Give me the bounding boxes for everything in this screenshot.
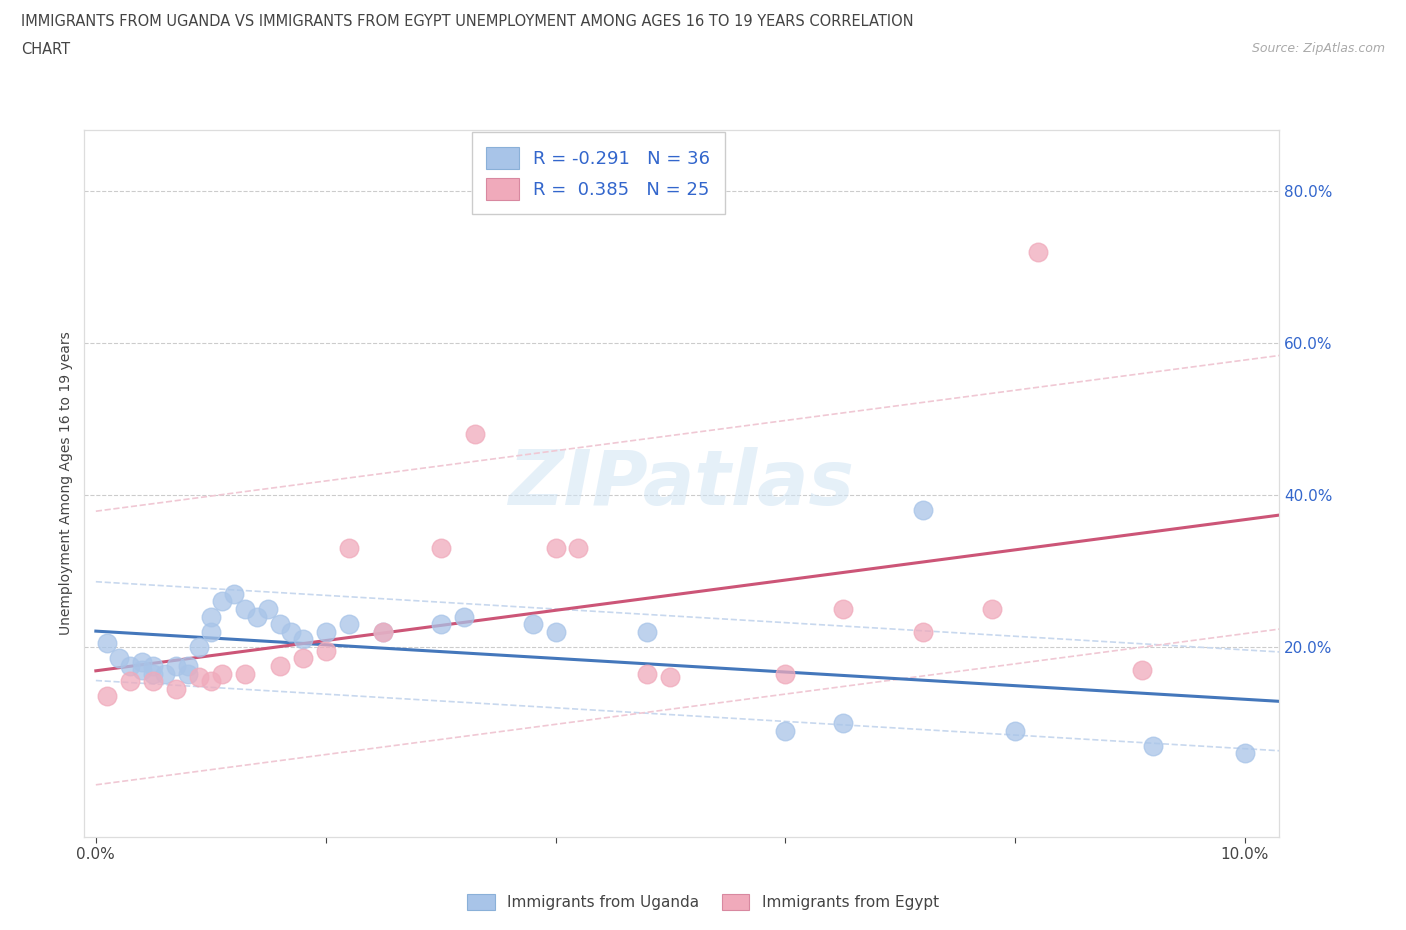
Point: [544, 540, 567, 555]
Point: [200, 624, 222, 639]
Point: [211, 666, 233, 681]
Point: [1004, 724, 1026, 738]
Point: [131, 662, 153, 677]
Point: [177, 666, 200, 681]
Point: [108, 651, 131, 666]
Point: [636, 666, 658, 681]
Point: [522, 617, 544, 631]
Point: [659, 670, 682, 684]
Point: [429, 617, 451, 631]
Point: [120, 673, 142, 688]
Point: [96, 689, 118, 704]
Legend: Immigrants from Uganda, Immigrants from Egypt: Immigrants from Uganda, Immigrants from …: [460, 886, 946, 918]
Point: [246, 609, 269, 624]
Point: [233, 666, 256, 681]
Point: [280, 624, 302, 639]
Point: [912, 624, 935, 639]
Point: [153, 666, 176, 681]
Point: [188, 640, 211, 655]
Point: [453, 609, 475, 624]
Point: [165, 682, 187, 697]
Point: [315, 624, 337, 639]
Point: [636, 624, 658, 639]
Point: [429, 540, 451, 555]
Point: [912, 503, 935, 518]
Point: [165, 658, 187, 673]
Point: [981, 602, 1004, 617]
Point: [269, 658, 291, 673]
Point: [200, 673, 222, 688]
Point: [371, 624, 394, 639]
Point: [1026, 245, 1049, 259]
Y-axis label: Unemployment Among Ages 16 to 19 years: Unemployment Among Ages 16 to 19 years: [59, 332, 73, 635]
Text: IMMIGRANTS FROM UGANDA VS IMMIGRANTS FROM EGYPT UNEMPLOYMENT AMONG AGES 16 TO 19: IMMIGRANTS FROM UGANDA VS IMMIGRANTS FRO…: [21, 14, 914, 29]
Point: [831, 602, 853, 617]
Point: [371, 624, 394, 639]
Point: [96, 636, 118, 651]
Point: [200, 609, 222, 624]
Point: [337, 617, 360, 631]
Point: [142, 666, 165, 681]
Point: [142, 658, 165, 673]
Point: [131, 655, 153, 670]
Point: [120, 658, 142, 673]
Point: [269, 617, 291, 631]
Point: [188, 670, 211, 684]
Point: [464, 427, 486, 442]
Point: [1142, 738, 1164, 753]
Point: [211, 594, 233, 609]
Point: [233, 602, 256, 617]
Point: [567, 540, 589, 555]
Point: [222, 586, 245, 601]
Point: [177, 658, 200, 673]
Point: [775, 724, 797, 738]
Point: [1130, 662, 1153, 677]
Point: [142, 673, 165, 688]
Text: CHART: CHART: [21, 42, 70, 57]
Text: ZIPatlas: ZIPatlas: [509, 446, 855, 521]
Point: [831, 715, 853, 730]
Point: [315, 644, 337, 658]
Legend: R = -0.291   N = 36, R =  0.385   N = 25: R = -0.291 N = 36, R = 0.385 N = 25: [472, 132, 724, 214]
Point: [775, 666, 797, 681]
Point: [257, 602, 280, 617]
Point: [291, 632, 314, 647]
Text: Source: ZipAtlas.com: Source: ZipAtlas.com: [1251, 42, 1385, 55]
Point: [544, 624, 567, 639]
Point: [337, 540, 360, 555]
Point: [1233, 746, 1256, 761]
Point: [291, 651, 314, 666]
